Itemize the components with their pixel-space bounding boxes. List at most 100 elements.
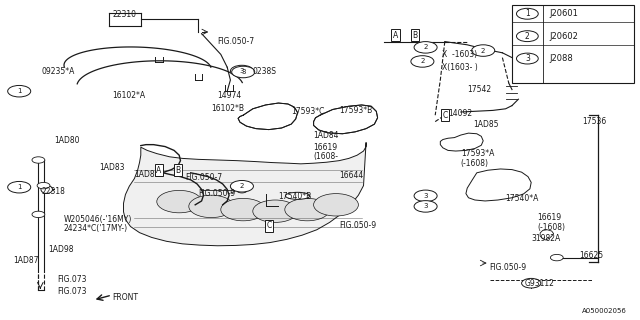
Text: 1: 1 (17, 184, 22, 190)
Text: FIG.050-9: FIG.050-9 (339, 221, 376, 230)
Circle shape (285, 198, 330, 221)
Text: 17593*A: 17593*A (461, 149, 494, 158)
Text: 2: 2 (420, 59, 424, 64)
Text: B: B (175, 166, 180, 175)
Circle shape (314, 194, 358, 216)
Text: 3: 3 (423, 204, 428, 209)
Text: (-1608): (-1608) (461, 159, 489, 168)
Text: FRONT: FRONT (112, 293, 138, 302)
Polygon shape (466, 169, 531, 201)
Text: 16102*B: 16102*B (211, 104, 244, 113)
Text: 16102*A: 16102*A (112, 92, 145, 100)
Text: 17540*B: 17540*B (278, 192, 312, 201)
Text: 16619: 16619 (314, 143, 338, 152)
Circle shape (414, 201, 437, 212)
Text: 2: 2 (240, 183, 244, 189)
Circle shape (414, 42, 437, 53)
Circle shape (230, 180, 253, 192)
Text: 2: 2 (481, 48, 485, 53)
Text: (-1608): (-1608) (538, 223, 566, 232)
Circle shape (253, 200, 298, 222)
Circle shape (522, 278, 541, 288)
Text: FIG.050-9: FIG.050-9 (490, 263, 527, 272)
Text: (1608-: (1608- (314, 152, 339, 161)
Circle shape (232, 66, 255, 78)
Text: FIG.050-7: FIG.050-7 (186, 173, 223, 182)
Text: 16625: 16625 (579, 252, 604, 260)
Text: 22310: 22310 (113, 10, 137, 19)
Text: 14092: 14092 (448, 109, 472, 118)
Text: X  -1603): X -1603) (442, 50, 477, 59)
Text: FIG.050-9: FIG.050-9 (198, 189, 236, 198)
Text: 0238S: 0238S (253, 68, 277, 76)
Text: 1AD82: 1AD82 (134, 170, 160, 179)
Text: G93112: G93112 (525, 279, 555, 288)
Text: A: A (156, 166, 161, 175)
Circle shape (237, 188, 247, 193)
Text: 17593*B: 17593*B (339, 106, 372, 115)
Polygon shape (540, 230, 554, 240)
Text: J20602: J20602 (549, 32, 578, 41)
Circle shape (8, 85, 31, 97)
Circle shape (472, 45, 495, 56)
Circle shape (414, 190, 437, 202)
Circle shape (32, 211, 45, 218)
Text: 1AD80: 1AD80 (54, 136, 80, 145)
Circle shape (516, 31, 538, 42)
Text: 09235*A: 09235*A (42, 68, 75, 76)
Text: J2088: J2088 (549, 54, 573, 63)
Ellipse shape (285, 192, 310, 199)
Ellipse shape (41, 185, 52, 193)
Text: FIG.073: FIG.073 (58, 287, 87, 296)
Text: 14974: 14974 (218, 92, 242, 100)
Text: 1AD83: 1AD83 (99, 164, 125, 172)
Text: 17536: 17536 (582, 117, 607, 126)
Polygon shape (314, 105, 378, 134)
Text: 1AD85: 1AD85 (474, 120, 499, 129)
Text: 1AD87: 1AD87 (13, 256, 38, 265)
Circle shape (157, 190, 202, 213)
Text: 3: 3 (423, 193, 428, 199)
Circle shape (221, 198, 266, 221)
Text: 2: 2 (424, 44, 428, 50)
Text: C: C (442, 111, 447, 120)
Text: 31982A: 31982A (531, 234, 561, 243)
Polygon shape (440, 133, 483, 151)
Text: 17540*A: 17540*A (506, 194, 539, 203)
Text: FIG.073: FIG.073 (58, 276, 87, 284)
Circle shape (32, 157, 45, 163)
Circle shape (411, 56, 434, 67)
Text: 24234*C('17MY-): 24234*C('17MY-) (64, 224, 128, 233)
Text: 3: 3 (239, 68, 244, 74)
Text: 3: 3 (525, 54, 530, 63)
FancyBboxPatch shape (512, 5, 634, 83)
Text: B: B (412, 31, 417, 40)
Text: 17542: 17542 (467, 85, 492, 94)
Text: 22318: 22318 (42, 188, 65, 196)
Text: 1: 1 (525, 9, 530, 18)
Circle shape (8, 181, 31, 193)
Text: 3: 3 (241, 69, 246, 75)
Polygon shape (124, 142, 366, 246)
Circle shape (516, 53, 538, 64)
Text: 16644: 16644 (339, 172, 364, 180)
Text: 1AD98: 1AD98 (48, 245, 74, 254)
Text: X(1603- ): X(1603- ) (442, 63, 477, 72)
Text: 16619: 16619 (538, 213, 562, 222)
Circle shape (550, 254, 563, 261)
Text: 2: 2 (525, 32, 530, 41)
Text: J20601: J20601 (549, 9, 578, 18)
Text: 1AD84: 1AD84 (314, 132, 339, 140)
Circle shape (230, 65, 253, 77)
Text: A050002056: A050002056 (582, 308, 627, 314)
Circle shape (516, 8, 538, 19)
Text: FIG.050-7: FIG.050-7 (218, 37, 255, 46)
Text: 1: 1 (17, 88, 22, 94)
Polygon shape (238, 103, 298, 130)
Circle shape (189, 195, 234, 218)
Text: W205046(-'16MY): W205046(-'16MY) (64, 215, 132, 224)
Text: C: C (266, 221, 271, 230)
Text: 17593*C: 17593*C (291, 108, 324, 116)
Text: A: A (393, 31, 398, 40)
Circle shape (37, 182, 50, 189)
